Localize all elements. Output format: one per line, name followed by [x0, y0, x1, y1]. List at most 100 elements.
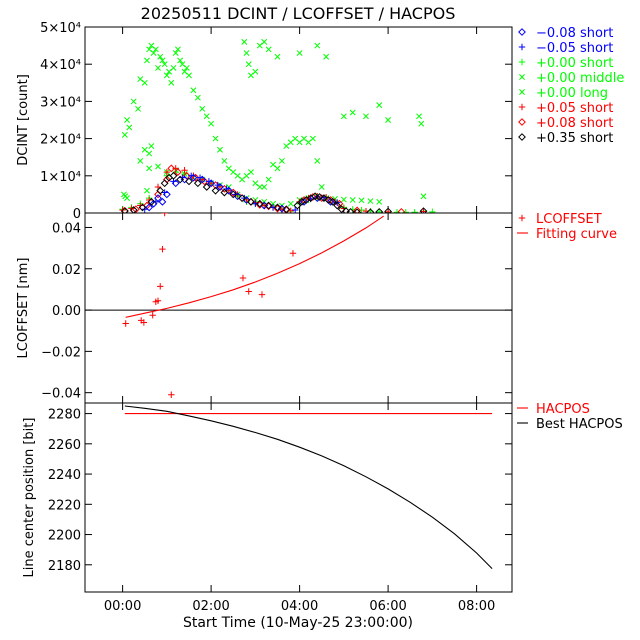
point-0-00-long [261, 184, 268, 190]
point-0-35-short [282, 205, 291, 213]
plot-frame [84, 212, 513, 404]
legend-swatch [518, 214, 526, 222]
y-axis-label: DCINT [count] [16, 74, 31, 166]
panel-hacpos: 2180 2200 2220 2240 2260 2280 00:00 02:00 04:00 0… [22, 402, 623, 614]
point-0-00-middle [349, 197, 356, 203]
point-0-00-long [161, 61, 168, 68]
point-0-05-short [181, 167, 188, 174]
legend-label: −0.08 short [536, 26, 613, 41]
legend-label: +0.00 long [536, 86, 608, 101]
plot-area [124, 405, 493, 569]
point-0-05-short [179, 174, 186, 181]
point-lcoffset [289, 250, 297, 257]
point-0-05-short [214, 181, 221, 189]
point-0-00-long [278, 157, 285, 164]
point-0-08-short [167, 164, 176, 173]
point-0-00-middle [376, 198, 383, 205]
point-0-00-long [148, 143, 155, 149]
point-0-00-long [152, 46, 159, 53]
point-0-00-long [126, 124, 133, 131]
point-0-00-middle [155, 163, 161, 170]
point-0-00-long [159, 57, 166, 64]
point-0-00-long [376, 102, 383, 109]
legend-swatch [518, 133, 526, 141]
point-0-05-short [161, 189, 168, 196]
point-0-00-middle [340, 196, 347, 203]
point-0-05-short [163, 168, 171, 176]
point-0-00-long [265, 46, 272, 53]
y-tick-label: 2180 [48, 559, 81, 574]
legend-label: +0.05 short [536, 101, 613, 116]
y-tick-label: 3×10⁴ [40, 95, 81, 110]
y-axis-label: Line center position [bit] [22, 418, 37, 578]
point-0-00-long [203, 113, 210, 120]
point-0-00-long [150, 50, 157, 56]
point-0-00-long [190, 87, 197, 94]
y-tick-label: 2260 [48, 438, 81, 453]
point-lcoffset [149, 312, 156, 319]
point-0-05-short [145, 196, 153, 204]
point-0-00-long [296, 50, 303, 56]
point-0-08-short [158, 197, 167, 206]
point-0-35-short [229, 190, 238, 199]
series-line-fitting-curve [125, 215, 385, 318]
point-0-00-long [124, 195, 130, 202]
legend-swatch [518, 28, 526, 36]
point-0-00-long [121, 131, 128, 138]
point-0-08-short [353, 206, 362, 213]
point-0-05-short [196, 174, 204, 181]
point-0-35-short [375, 207, 384, 213]
point-0-00-long [130, 98, 137, 105]
point-0-00-long [194, 94, 201, 101]
point-0-00-long [141, 146, 148, 153]
y-tick-label: 0.02 [52, 263, 81, 278]
point-0-00-long [186, 72, 192, 79]
legend-swatch [518, 43, 526, 51]
point-lcoffset [258, 291, 266, 298]
point-0-00-middle [420, 193, 427, 200]
point-0-00-long [217, 146, 223, 153]
point-0-05-short [152, 198, 159, 206]
point-0-00-middle [287, 200, 294, 207]
point-0-00-long [318, 184, 325, 190]
point-0-00-short [376, 208, 383, 213]
point-0-00-long [241, 38, 248, 45]
point-0-35-short [366, 208, 375, 213]
point-0-00-long [155, 64, 161, 71]
point-0-08-short [313, 194, 322, 203]
x-tick-label: 04:00 [281, 599, 318, 614]
point-0-00-long [418, 120, 425, 127]
legend-label: +0.00 middle [536, 71, 624, 86]
y-tick-label: 1×10⁴ [40, 170, 81, 185]
point-0-00-long [212, 135, 219, 142]
point-0-00-long [274, 53, 281, 60]
point-lcoffset [239, 274, 247, 282]
point-0-00-long [340, 113, 347, 120]
panel-dcint: 0 1×10⁴ 2×10⁴ 3×10⁴ 4×10⁴ 5×10⁴ DCINT [count] −… [16, 21, 624, 222]
point-0-08-short [174, 168, 182, 176]
plot-area [85, 213, 512, 398]
point-0-00-long [274, 165, 281, 172]
legend-swatch [518, 58, 526, 66]
point-0-00-long [349, 109, 356, 116]
point-0-00-long [174, 46, 181, 53]
x-axis-label: Start Time (10-May-25 23:00:00) [183, 615, 413, 631]
point-0-08-short [200, 177, 209, 186]
y-tick-label: 2×10⁴ [40, 133, 81, 148]
y-tick-label: 2220 [48, 498, 81, 513]
point-0-00-long [261, 38, 268, 45]
x-tick-label: 08:00 [458, 599, 495, 614]
point-lcoffset [157, 283, 164, 290]
point-0-35-short [337, 205, 346, 213]
point-lcoffset [122, 320, 129, 327]
y-axis-label: LCOFFSET [nm] [16, 258, 31, 359]
point-0-35-short [160, 179, 169, 188]
point-0-35-short [320, 194, 328, 203]
plot-frame [84, 402, 513, 593]
point-0-35-short [255, 199, 264, 208]
point-0-35-short [220, 188, 229, 197]
point-0-08-short [277, 204, 286, 213]
point-0-00-long [314, 42, 321, 49]
point-0-00-long [168, 79, 175, 86]
